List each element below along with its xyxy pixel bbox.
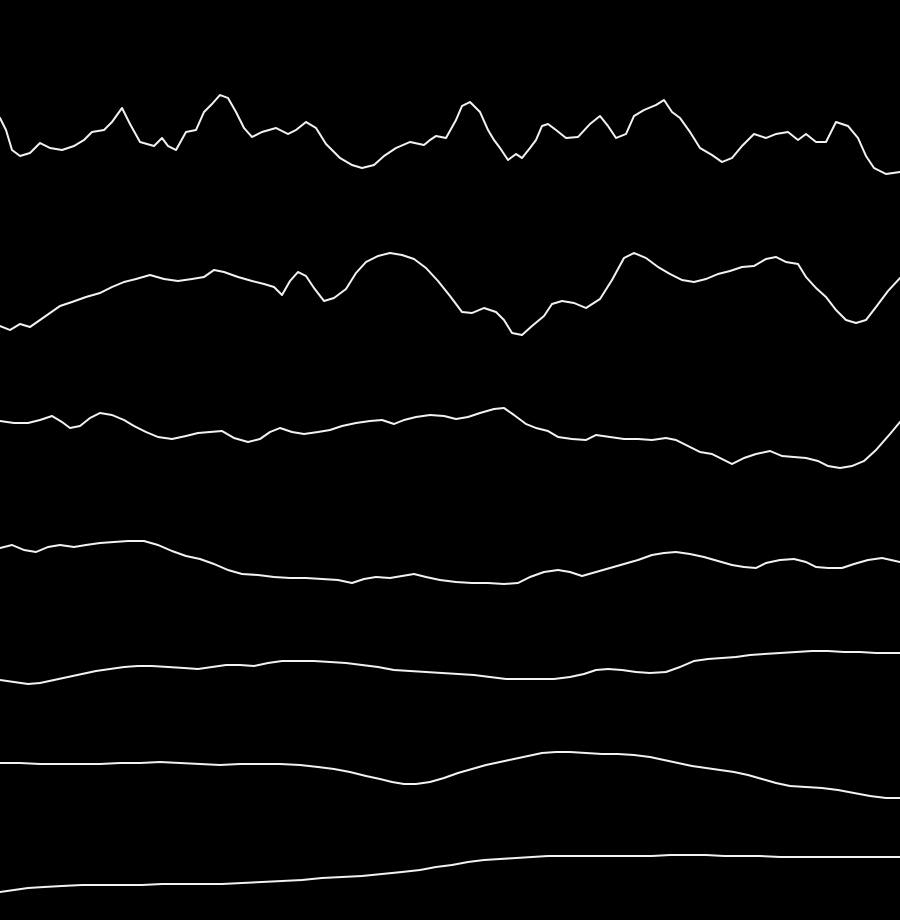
wave-4 (0, 540, 900, 585)
wave-3 (0, 407, 900, 469)
wave-6 (0, 751, 900, 799)
wave-1 (0, 94, 900, 175)
wave-7 (0, 854, 900, 893)
wave-5 (0, 650, 900, 685)
wave-2 (0, 252, 900, 336)
